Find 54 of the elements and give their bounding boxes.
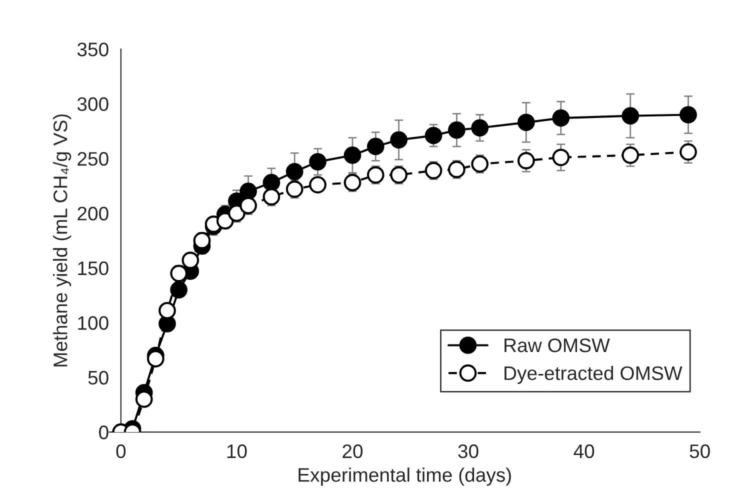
y-tick-label: 250 bbox=[78, 152, 108, 166]
point bbox=[390, 131, 408, 149]
point bbox=[309, 153, 326, 170]
point bbox=[286, 162, 304, 180]
point bbox=[517, 114, 535, 132]
point bbox=[471, 155, 489, 173]
point bbox=[424, 126, 442, 144]
point bbox=[216, 212, 234, 230]
legend-label: Dye-etracted OMSW bbox=[504, 366, 682, 384]
point bbox=[182, 252, 200, 269]
point bbox=[390, 166, 408, 184]
point bbox=[552, 148, 570, 166]
y-tick-label: 300 bbox=[77, 97, 108, 112]
x-axis-title: Experimental time (days) bbox=[298, 468, 511, 486]
point bbox=[158, 302, 176, 320]
point bbox=[680, 106, 697, 124]
y-tick-label: 350 bbox=[77, 42, 108, 56]
point bbox=[448, 121, 466, 139]
point bbox=[517, 152, 535, 170]
point bbox=[344, 174, 362, 192]
x-tick-label: 40 bbox=[574, 444, 594, 458]
point bbox=[309, 176, 326, 194]
point bbox=[228, 204, 246, 222]
point bbox=[146, 350, 164, 368]
point bbox=[680, 143, 697, 161]
x-tick-label: 20 bbox=[342, 444, 363, 458]
point bbox=[262, 188, 280, 206]
point bbox=[135, 390, 153, 408]
point bbox=[240, 196, 257, 214]
y-tick-label: 200 bbox=[78, 206, 108, 220]
point bbox=[552, 109, 570, 127]
point bbox=[366, 138, 384, 156]
point bbox=[622, 107, 640, 125]
point bbox=[424, 162, 442, 180]
point bbox=[471, 119, 489, 137]
point bbox=[448, 160, 466, 178]
point bbox=[240, 182, 257, 200]
point bbox=[193, 232, 211, 250]
y-tick-label: 100 bbox=[78, 316, 108, 330]
x-tick-label: 10 bbox=[227, 444, 247, 458]
point bbox=[344, 146, 362, 164]
y-tick-label: 50 bbox=[88, 370, 108, 385]
y-axis-title: Methane yield (mL CH₄/g VS) bbox=[53, 114, 72, 366]
point bbox=[170, 281, 188, 299]
x-tick-label: 30 bbox=[458, 444, 478, 458]
point bbox=[286, 180, 304, 198]
x-tick-label: 0 bbox=[116, 444, 126, 458]
point bbox=[262, 174, 280, 192]
point bbox=[366, 166, 384, 184]
x-tick-label: 50 bbox=[690, 444, 710, 458]
y-tick-label: 150 bbox=[78, 261, 108, 276]
legend-label: Raw OMSW bbox=[504, 338, 610, 352]
point bbox=[622, 146, 640, 164]
y-tick-label: 0 bbox=[99, 426, 108, 440]
